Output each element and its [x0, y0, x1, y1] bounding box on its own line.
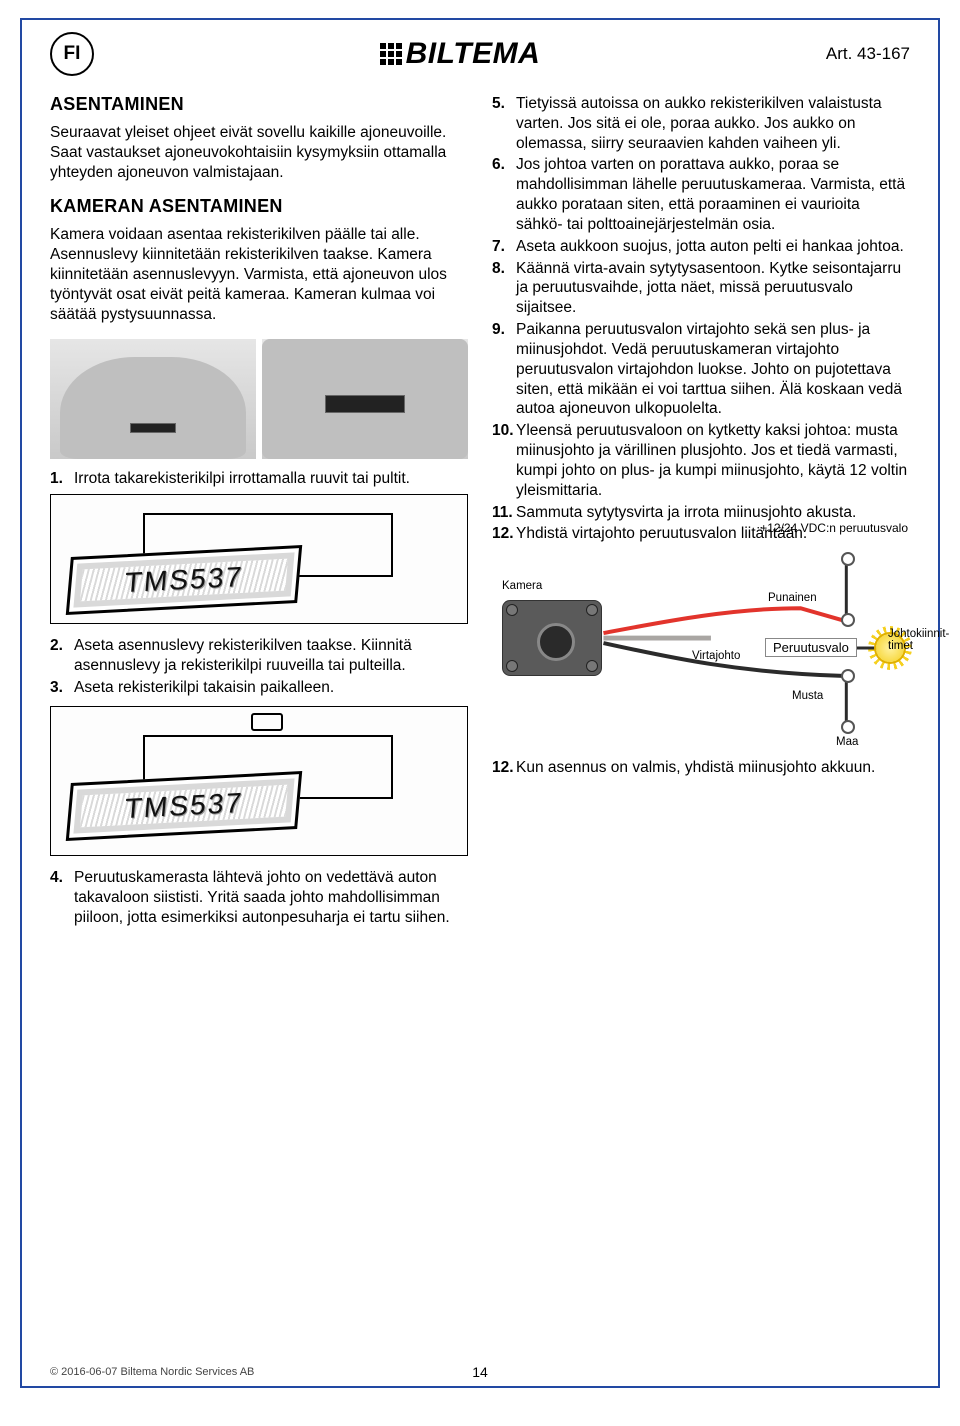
- step-10-number: 10.: [492, 421, 516, 500]
- wiring-label-punainen: Punainen: [768, 592, 817, 604]
- wiring-label-peruutusvalo: Peruutusvalo: [765, 638, 857, 657]
- step-10-text: Yleensä peruutusvaloon on kytketty kaksi…: [516, 421, 910, 500]
- wiring-label-maa: Maa: [836, 736, 858, 748]
- page-footer: © 2016-06-07 Biltema Nordic Services AB …: [50, 1366, 910, 1378]
- step-1-text: Irrota takarekisterikilpi irrottamalla r…: [74, 469, 468, 489]
- step-4-text: Peruutuskamerasta lähtevä johto on vedet…: [74, 868, 468, 927]
- left-column: ASENTAMINEN Seuraavat yleiset ohjeet eiv…: [50, 94, 468, 929]
- camera-install-paragraph: Kamera voidaan asentaa rekisterikilven p…: [50, 225, 468, 324]
- step-3-number: 3.: [50, 678, 74, 698]
- wiring-label-musta: Musta: [792, 690, 823, 702]
- right-column: 5.Tietyissä autoissa on aukko rekisterik…: [492, 94, 910, 929]
- heading-kameran-asentaminen: KAMERAN ASENTAMINEN: [50, 196, 468, 217]
- plate-remove-illustration: TMS537: [50, 494, 468, 624]
- copyright-text: © 2016-06-07 Biltema Nordic Services AB: [50, 1366, 254, 1378]
- step-3: 3. Aseta rekisterikilpi takaisin paikall…: [50, 678, 468, 698]
- step-7-text: Aseta aukkoon suojus, jotta auton pelti …: [516, 237, 910, 257]
- content-columns: ASENTAMINEN Seuraavat yleiset ohjeet eiv…: [50, 94, 910, 929]
- step-12b: 12.Kun asennus on valmis, yhdistä miinus…: [492, 758, 910, 778]
- car-rear-photo: [50, 339, 256, 459]
- step-12-number: 12.: [492, 524, 516, 544]
- language-badge: FI: [50, 32, 94, 76]
- car-rear-closeup-photo: [262, 339, 468, 459]
- brand-dots-icon: [380, 43, 402, 65]
- car-photo-row: [50, 339, 468, 459]
- step-9: 9.Paikanna peruutusvalon virtajohto sekä…: [492, 320, 910, 419]
- license-plate-text: TMS537: [123, 561, 244, 599]
- step-5-number: 5.: [492, 94, 516, 153]
- step-4: 4. Peruutuskamerasta lähtevä johto on ve…: [50, 868, 468, 927]
- step-5-text: Tietyissä autoissa on aukko rekisterikil…: [516, 94, 910, 153]
- intro-paragraph: Seuraavat yleiset ohjeet eivät sovellu k…: [50, 123, 468, 182]
- brand-text: BILTEMA: [406, 37, 541, 71]
- step-2-text: Aseta asennuslevy rekisterikilven taakse…: [74, 636, 468, 676]
- step-1: 1. Irrota takarekisterikilpi irrottamall…: [50, 469, 468, 489]
- step-1-number: 1.: [50, 469, 74, 489]
- step-4-number: 4.: [50, 868, 74, 927]
- step-12b-text: Kun asennus on valmis, yhdistä miinusjoh…: [516, 758, 910, 778]
- step-6-number: 6.: [492, 155, 516, 234]
- step-2: 2. Aseta asennuslevy rekisterikilven taa…: [50, 636, 468, 676]
- article-number: Art. 43-167: [826, 44, 910, 64]
- page-header: FI BILTEMA Art. 43-167: [50, 32, 910, 76]
- step-11-text: Sammuta sytytysvirta ja irrota miinusjoh…: [516, 503, 910, 523]
- license-plate-text-2: TMS537: [123, 787, 244, 825]
- step-8-text: Käännä virta-avain sytytysasentoon. Kytk…: [516, 259, 910, 318]
- brand-logo: BILTEMA: [380, 37, 541, 71]
- step-7-number: 7.: [492, 237, 516, 257]
- page-number: 14: [472, 1364, 488, 1380]
- page-frame: FI BILTEMA Art. 43-167 ASENTAMINEN Seura…: [20, 18, 940, 1388]
- wiring-label-johtokiinnittimet: Johtokiinnit­timet: [888, 628, 948, 652]
- step-9-number: 9.: [492, 320, 516, 419]
- heading-asentaminen: ASENTAMINEN: [50, 94, 468, 115]
- wiring-diagram: +12/24 VDC:n peruutusvalo Kamera: [492, 558, 910, 748]
- wiring-top-label: +12/24 VDC:n peruutusvalo: [760, 522, 908, 535]
- step-6: 6.Jos johtoa varten on porattava aukko, …: [492, 155, 910, 234]
- step-5: 5.Tietyissä autoissa on aukko rekisterik…: [492, 94, 910, 153]
- step-9-text: Paikanna peruutusvalon virtajohto sekä s…: [516, 320, 910, 419]
- step-10: 10.Yleensä peruutusvaloon on kytketty ka…: [492, 421, 910, 500]
- wiring-label-virtajohto: Virtajohto: [692, 650, 740, 662]
- step-7: 7.Aseta aukkoon suojus, jotta auton pelt…: [492, 237, 910, 257]
- step-8: 8.Käännä virta-avain sytytysasentoon. Ky…: [492, 259, 910, 318]
- step-6-text: Jos johtoa varten on porattava aukko, po…: [516, 155, 910, 234]
- step-8-number: 8.: [492, 259, 516, 318]
- step-3-text: Aseta rekisterikilpi takaisin paikalleen…: [74, 678, 468, 698]
- step-2-number: 2.: [50, 636, 74, 676]
- step-11: 11.Sammuta sytytysvirta ja irrota miinus…: [492, 503, 910, 523]
- plate-install-illustration: TMS537: [50, 706, 468, 856]
- step-11-number: 11.: [492, 503, 516, 523]
- step-12b-number: 12.: [492, 758, 516, 778]
